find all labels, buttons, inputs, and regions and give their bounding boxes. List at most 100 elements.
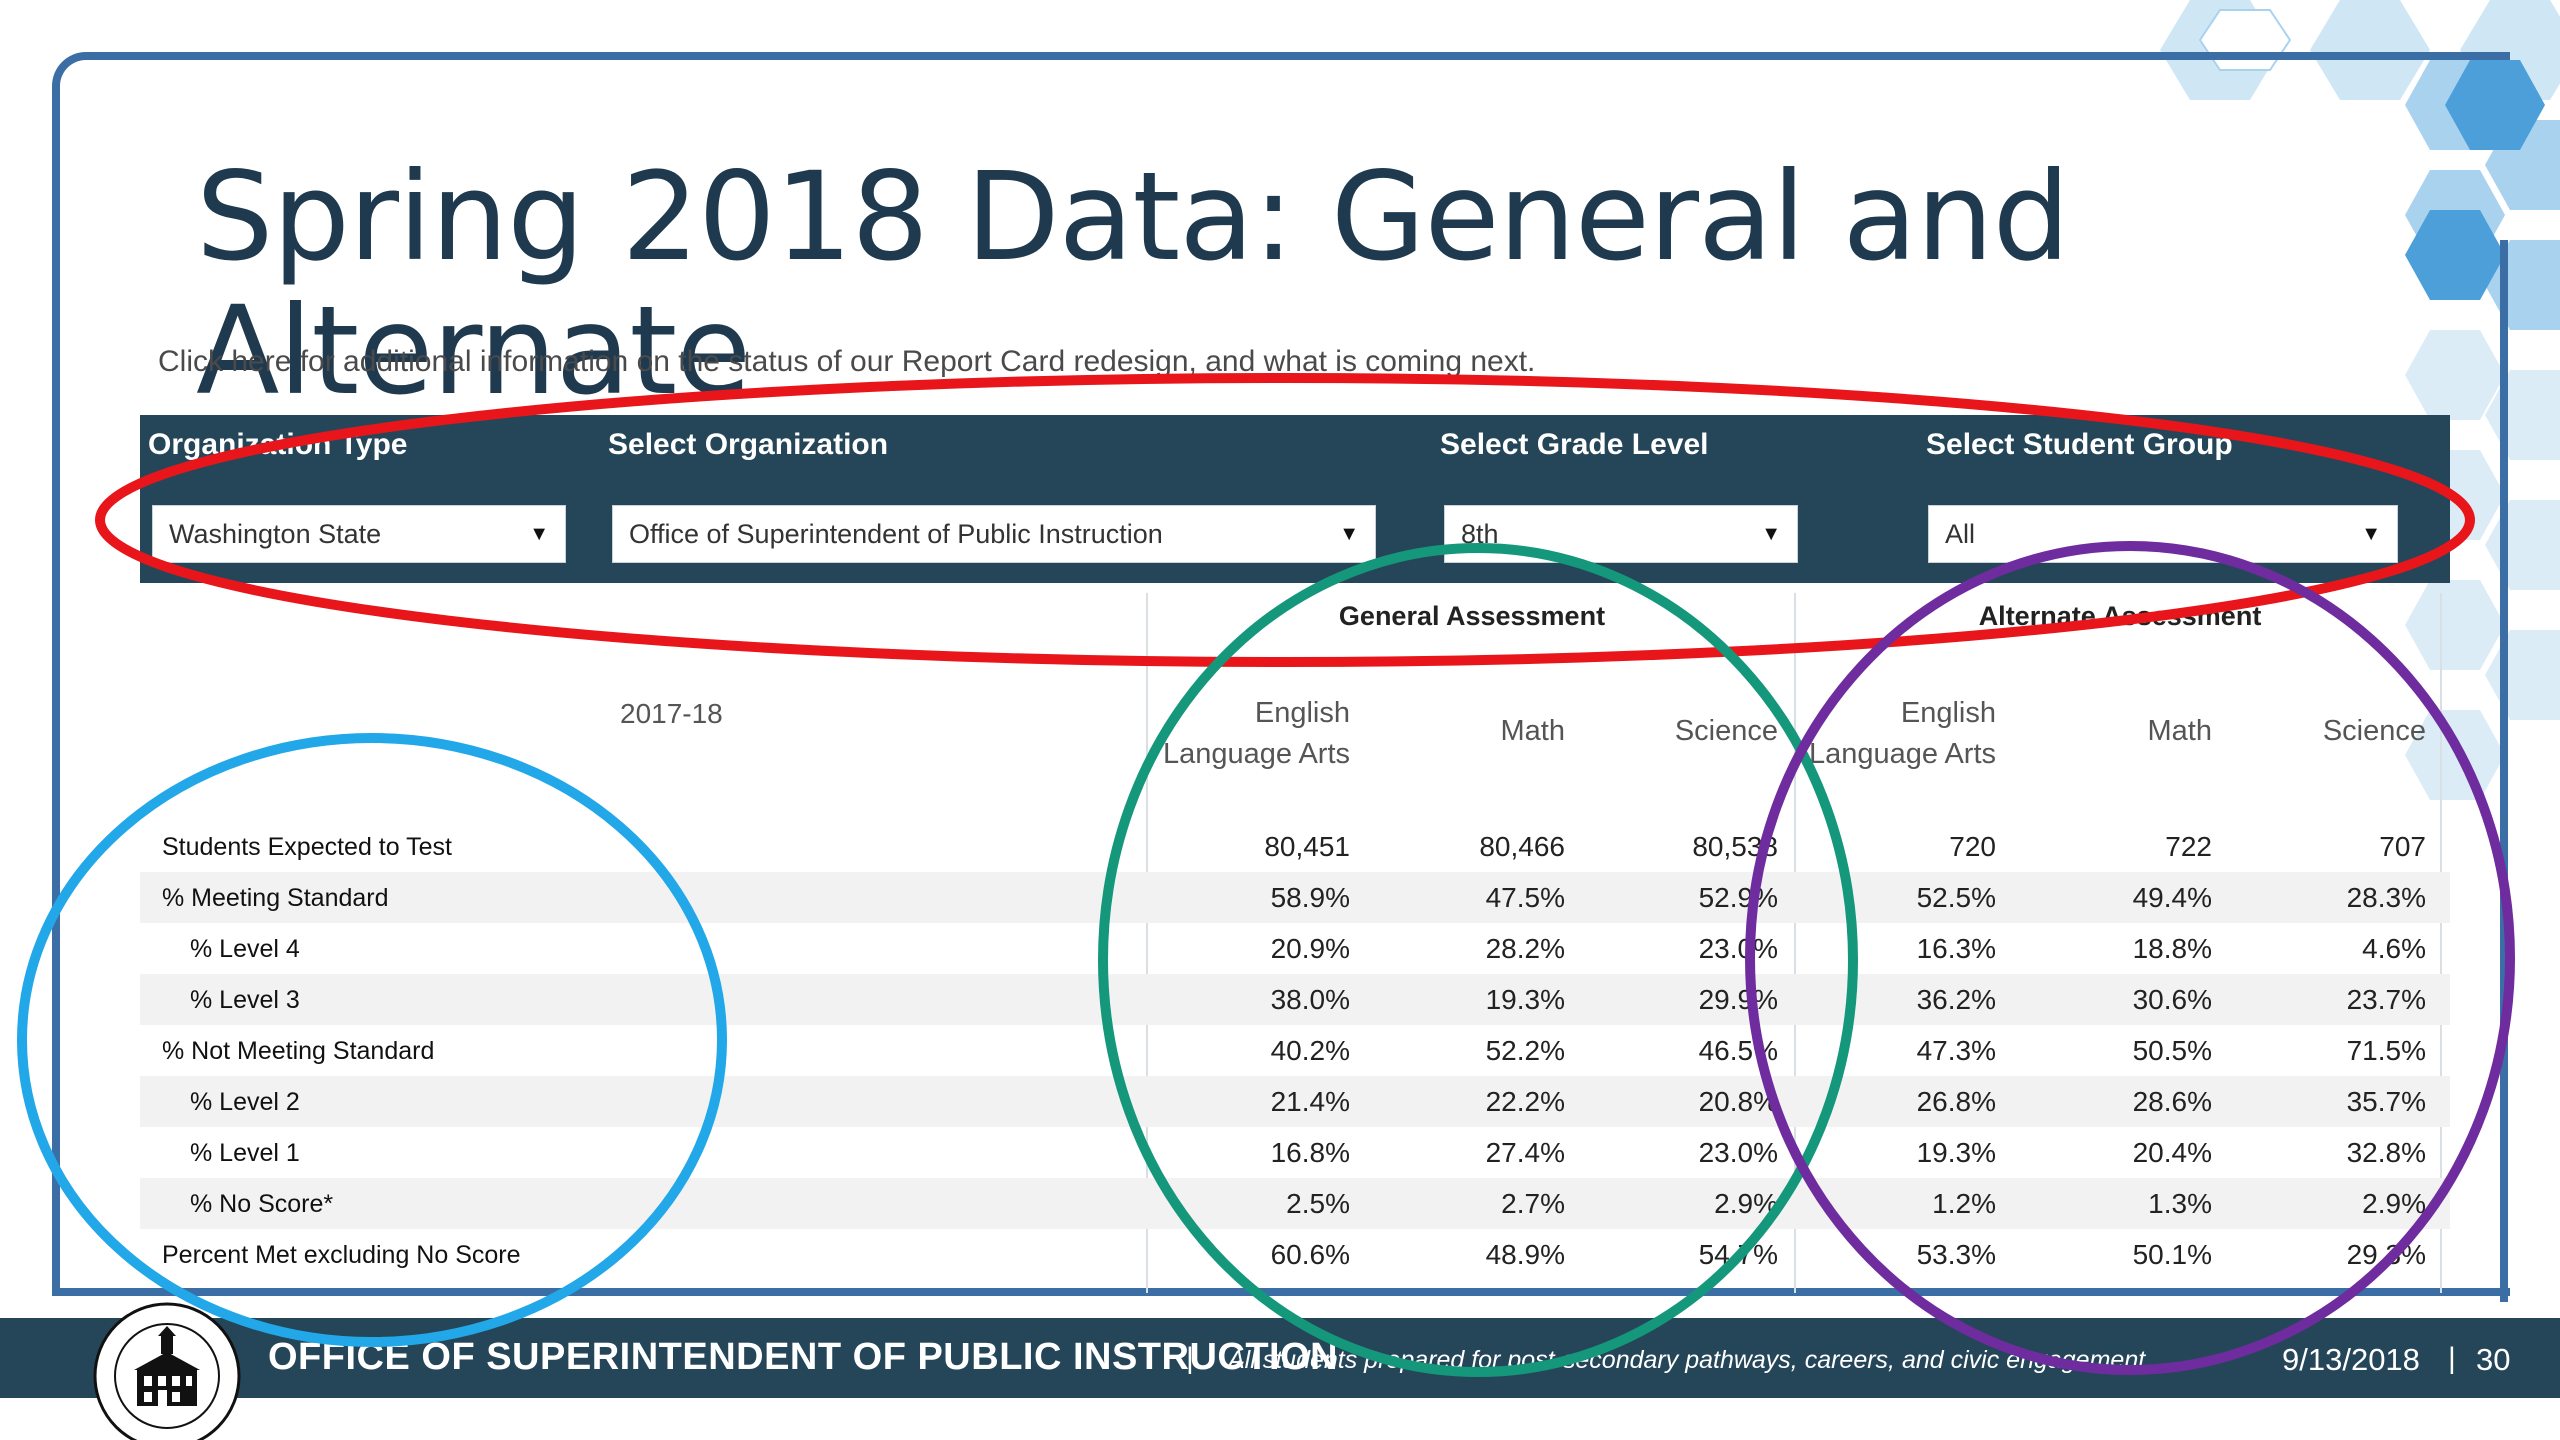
table-cell: 35.7% — [2346, 1086, 2426, 1117]
table-row: Students Expected to Test 80,451 80,466 80,… — [140, 821, 2450, 872]
organization-value: Office of Superintendent of Public Instr… — [629, 518, 1163, 549]
select-student-group-label: Select Student Group — [1926, 428, 2233, 461]
table-cell: 80,466 — [1479, 831, 1565, 862]
col-header-gen-ela: English Language Arts — [1162, 697, 1350, 770]
org-type-value: Washington State — [169, 518, 382, 549]
table-cell: 23.7% — [2346, 984, 2426, 1015]
table-cell: 28.6% — [2132, 1086, 2212, 1117]
table-cell: 36.2% — [1916, 984, 1996, 1015]
general-assessment-header: General Assessment — [1338, 601, 1606, 631]
table-cell: 80,538 — [1692, 831, 1778, 862]
row-label: % Meeting Standard — [162, 884, 389, 912]
table-row: % Level 4 20.9% 28.2% 23.0% 16.3% 18.8% 4.6% — [140, 923, 2450, 974]
table-cell: 46.5% — [1698, 1035, 1778, 1066]
table-row: Percent Met excluding No Score 60.6% 48.9%… — [140, 1229, 2450, 1280]
grade-dropdown[interactable]: 8th ▼ — [1444, 505, 1798, 563]
student-group-value: All — [1945, 518, 1976, 549]
table-row: % Not Meeting Standard 40.2% 52.2% 46.5% 47.… — [140, 1025, 2450, 1076]
col-header-gen-math: Math — [1500, 715, 1565, 747]
school-year-label: 2017-18 — [620, 698, 723, 729]
row-label: % Level 4 — [190, 935, 300, 963]
row-label: Percent Met excluding No Score — [162, 1241, 521, 1269]
table-cell: 52.2% — [1485, 1035, 1565, 1066]
table-cell: 18.8% — [2132, 933, 2212, 964]
table-cell: 19.3% — [1485, 984, 1565, 1015]
table-cell: 53.3% — [1916, 1239, 1996, 1270]
table-cell: 29.3% — [2346, 1239, 2426, 1270]
select-grade-label: Select Grade Level — [1440, 428, 1709, 461]
slide-number: 30 — [2476, 1342, 2511, 1377]
grade-value: 8th — [1461, 518, 1499, 549]
table-cell: 52.9% — [1698, 882, 1778, 913]
table-cell: 1.3% — [2148, 1188, 2212, 1219]
table-cell: 60.6% — [1270, 1239, 1350, 1270]
table-cell: 47.3% — [1916, 1035, 1996, 1066]
row-label: % No Score* — [190, 1190, 334, 1218]
student-group-dropdown[interactable]: All ▼ — [1928, 505, 2398, 563]
table-cell: 58.9% — [1270, 882, 1350, 913]
alternate-assessment-header: Alternate Assessment — [1978, 601, 2262, 631]
table-cell: 80,451 — [1264, 831, 1350, 862]
table-cell: 50.1% — [2132, 1239, 2212, 1270]
col-header-alt-math: Math — [2147, 715, 2212, 747]
table-cell: 30.6% — [2132, 984, 2212, 1015]
col-header-alt-ela: English Language Arts — [1808, 697, 1996, 770]
report-card-info-link[interactable]: Click here for additional information on… — [158, 345, 1536, 378]
table-cell: 4.6% — [2362, 933, 2426, 964]
table-cell: 27.4% — [1485, 1137, 1565, 1168]
table-cell: 21.4% — [1270, 1086, 1350, 1117]
table-cell: 50.5% — [2132, 1035, 2212, 1066]
table-row: % Meeting Standard 58.9% 47.5% 52.9% 52.5% 49… — [140, 872, 2450, 923]
organization-dropdown[interactable]: Office of Superintendent of Public Instr… — [612, 505, 1376, 563]
row-label: % Not Meeting Standard — [162, 1037, 435, 1065]
table-cell: 38.0% — [1270, 984, 1350, 1015]
col-header-alt-science: Science — [2322, 715, 2426, 747]
table-cell: 40.2% — [1270, 1035, 1350, 1066]
table-cell: 49.4% — [2132, 882, 2212, 913]
table-cell: 23.0% — [1698, 933, 1778, 964]
footer-org-name: OFFICE OF SUPERINTENDENT OF PUBLIC INSTR… — [268, 1336, 1339, 1378]
table-cell: 22.2% — [1485, 1086, 1565, 1117]
table-cell: 48.9% — [1485, 1239, 1565, 1270]
table-cell: 2.9% — [1714, 1188, 1778, 1219]
ospi-seal-logo — [93, 1302, 241, 1440]
org-type-dropdown[interactable]: Washington State ▼ — [152, 505, 566, 563]
caret-down-icon: ▼ — [529, 522, 549, 545]
table-cell: 71.5% — [2346, 1035, 2426, 1066]
footer-tagline: All students prepared for post-secondary… — [1228, 1346, 2153, 1374]
assessment-table: General Assessment Alternate Assessment … — [140, 583, 2450, 1303]
row-label: % Level 3 — [190, 986, 300, 1014]
table-cell: 1.2% — [1932, 1188, 1996, 1219]
table-cell: 47.5% — [1485, 882, 1565, 913]
table-cell: 707 — [2379, 831, 2426, 862]
table-cell: 54.7% — [1698, 1239, 1778, 1270]
row-label: % Level 2 — [190, 1088, 300, 1116]
caret-down-icon: ▼ — [1761, 522, 1781, 545]
table-cell: 29.9% — [1698, 984, 1778, 1015]
table-row: % Level 1 16.8% 27.4% 23.0% 19.3% 20.4% 32.8% — [140, 1127, 2450, 1178]
caret-down-icon: ▼ — [2361, 522, 2381, 545]
table-cell: 2.9% — [2362, 1188, 2426, 1219]
table-cell: 20.8% — [1698, 1086, 1778, 1117]
table-cell: 32.8% — [2346, 1137, 2426, 1168]
table-cell: 52.5% — [1916, 882, 1996, 913]
footer-separator: | — [2448, 1342, 2456, 1375]
select-organization-label: Select Organization — [608, 428, 889, 461]
table-cell: 16.8% — [1270, 1137, 1350, 1168]
org-type-label: Organization Type — [148, 428, 408, 461]
footer-separator: | — [1186, 1342, 1194, 1375]
table-cell: 2.5% — [1286, 1188, 1350, 1219]
table-cell: 28.2% — [1485, 933, 1565, 964]
table-cell: 23.0% — [1698, 1137, 1778, 1168]
row-label: % Level 1 — [190, 1139, 300, 1167]
table-cell: 28.3% — [2346, 882, 2426, 913]
table-cell: 2.7% — [1501, 1188, 1565, 1219]
footer-date: 9/13/2018 — [2282, 1342, 2420, 1377]
table-cell: 26.8% — [1916, 1086, 1996, 1117]
table-cell: 720 — [1949, 831, 1996, 862]
caret-down-icon: ▼ — [1339, 522, 1359, 545]
col-header-gen-science: Science — [1674, 715, 1778, 747]
table-row: % Level 2 21.4% 22.2% 20.8% 26.8% 28.6% 35.7% — [140, 1076, 2450, 1127]
row-label: Students Expected to Test — [162, 833, 453, 861]
table-cell: 722 — [2165, 831, 2212, 862]
